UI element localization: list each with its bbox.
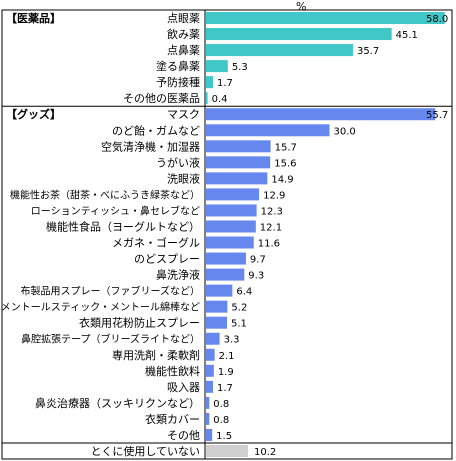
value-label: 30.0: [334, 126, 356, 137]
bar: [206, 380, 213, 393]
value-label: 5.1: [231, 319, 247, 330]
category-label: 布製品用スプレー（ファブリーズなど）: [21, 285, 201, 298]
bar: [206, 300, 228, 313]
category-label: ローションティッシュ・鼻セレブなど: [31, 204, 200, 217]
value-label: 35.7: [357, 46, 379, 57]
category-label: 洗眼液: [167, 171, 200, 185]
value-label: 0.8: [213, 399, 229, 410]
bar: [206, 396, 210, 409]
category-label: 飲み薬: [167, 27, 200, 41]
bar: [206, 12, 445, 25]
value-label: 5.3: [232, 62, 248, 73]
bar: [206, 332, 220, 345]
bar: [206, 140, 271, 153]
category-label: 機能性飲料: [145, 364, 200, 378]
bar: [206, 428, 213, 441]
category-label: 鼻炎治療器（スッキリクンなど）: [35, 396, 200, 410]
value-label: 9.7: [250, 255, 266, 266]
bar: [206, 284, 233, 297]
category-label: 機能性食品（ヨーグルトなど）: [46, 219, 200, 233]
bar: [206, 92, 208, 105]
category-label: うがい液: [156, 155, 200, 169]
category-label: その他: [167, 429, 200, 442]
bar: [206, 252, 246, 265]
category-label: 衣類カバー: [145, 412, 200, 426]
value-label: 10.2: [254, 447, 276, 458]
value-label: 3.3: [224, 335, 240, 346]
bar: [206, 28, 392, 41]
bar: [206, 188, 260, 201]
category-label: 塗る鼻薬: [156, 59, 200, 73]
bar: [206, 316, 227, 329]
value-label: 1.5: [216, 431, 232, 442]
bar: [206, 44, 353, 57]
bar: [206, 444, 248, 457]
category-label: 吸入器: [167, 381, 200, 394]
value-label: 15.6: [274, 158, 296, 169]
category-label: メガネ・ゴーグル: [112, 236, 200, 250]
value-label: 12.3: [261, 206, 283, 217]
value-label: 6.4: [236, 287, 252, 298]
category-label: 予防接種: [156, 75, 200, 89]
bar: [206, 124, 330, 137]
value-label: 9.3: [248, 271, 264, 282]
chart-frame: [1, 9, 453, 460]
bar: [206, 76, 213, 89]
value-label: 1.9: [218, 367, 234, 378]
bar: [206, 156, 271, 169]
category-label: とくに使用していない: [91, 445, 200, 458]
category-label: 点眼薬: [167, 12, 200, 25]
value-label: 12.1: [260, 222, 282, 233]
unit-label: %: [296, 0, 307, 13]
bar: [206, 268, 245, 281]
value-label: 15.7: [275, 142, 297, 153]
value-label: 0.4: [212, 94, 228, 105]
bar: [206, 60, 228, 73]
bar: [206, 172, 268, 185]
category-label: マスク: [167, 108, 200, 121]
category-label: 機能性お茶（甜茶・べにふうき緑茶など）: [10, 188, 200, 201]
category-label: 空気清浄機・加湿器: [101, 139, 200, 153]
bar: [206, 204, 257, 217]
value-label: 58.0: [426, 14, 448, 25]
value-label: 2.1: [219, 351, 235, 362]
category-label: 専用洗剤・柔軟剤: [112, 348, 200, 362]
value-label: 14.9: [271, 174, 293, 185]
value-label: 55.7: [426, 110, 448, 121]
category-label: その他の医薬品: [123, 92, 200, 105]
value-label: 1.7: [217, 383, 233, 394]
value-label: 1.7: [217, 78, 233, 89]
bar: [206, 236, 254, 249]
bar: [206, 412, 210, 425]
value-label: 45.1: [396, 30, 418, 41]
value-label: 11.6: [258, 239, 280, 250]
group-label: 【グッズ】: [6, 107, 61, 121]
category-label: のど飴・ガムなど: [112, 123, 200, 137]
category-label: 点鼻薬: [167, 43, 200, 57]
value-label: 12.9: [263, 190, 285, 201]
category-label: 鼻腔拡張テープ（ブリーズライトなど）: [21, 333, 200, 346]
bar: [206, 348, 215, 361]
category-label: 鼻メントールスティック・メントール綿棒など: [0, 301, 200, 314]
category-label: 鼻洗浄液: [156, 268, 200, 282]
category-label: 衣類用花粉防止スプレー: [79, 316, 200, 330]
bar: [206, 108, 436, 121]
bar: [206, 220, 256, 233]
value-label: 0.8: [213, 415, 229, 426]
bar: [206, 364, 214, 377]
group-label: 【医薬品】: [6, 11, 61, 25]
category-label: のどスプレー: [134, 253, 200, 266]
value-label: 5.2: [231, 303, 247, 314]
